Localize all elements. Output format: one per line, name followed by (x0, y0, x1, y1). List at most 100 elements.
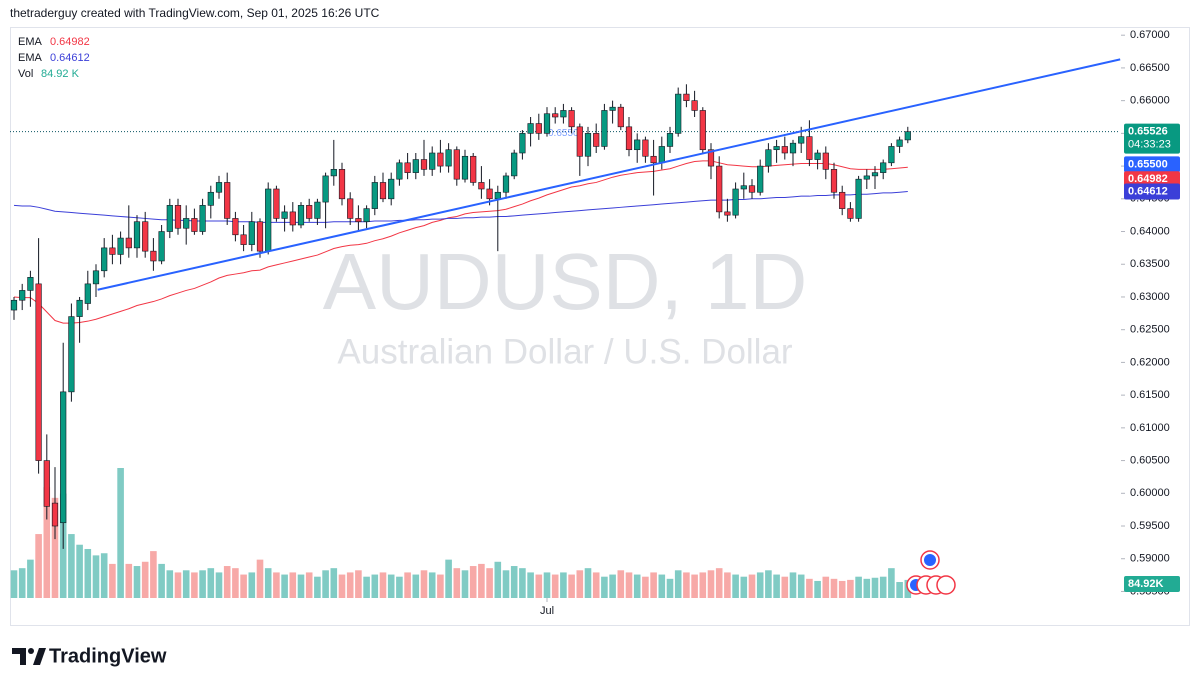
volume-bar (428, 572, 436, 598)
volume-bar (527, 572, 534, 598)
volume-bar (683, 572, 690, 598)
volume-bar (453, 568, 461, 598)
legend-name: EMA (18, 52, 43, 64)
candle-body (773, 146, 780, 151)
volume-bar (125, 563, 133, 598)
candle-body (527, 123, 534, 134)
candle-body (199, 205, 206, 232)
axis-label-text: 0.64612 (1128, 185, 1168, 197)
candle-body (511, 152, 518, 177)
volume-bar (650, 572, 657, 598)
candle-body (519, 133, 526, 154)
volume-bar (674, 570, 682, 598)
volume-bar (838, 580, 846, 598)
volume-bar (355, 570, 362, 598)
candle-body (839, 191, 846, 209)
volume-bar (51, 497, 59, 598)
candle-body (896, 139, 903, 147)
candle-body (576, 126, 583, 157)
candle-body (863, 175, 870, 180)
candle-body (470, 155, 477, 183)
candle-body (888, 146, 895, 164)
volume-bar (478, 563, 485, 598)
volume-bar (264, 568, 272, 598)
watermark-symbol: AUDUSD, 1D (323, 237, 808, 326)
volume-bar (543, 572, 551, 598)
volume-bar (166, 570, 174, 598)
y-tick-label: 0.59500 (1130, 520, 1170, 532)
candle-body (27, 277, 34, 291)
y-tick-label: 0.61500 (1130, 389, 1170, 401)
volume-bar (740, 576, 748, 598)
candle-body (478, 182, 485, 190)
axis-label-text: 84.92K (1128, 578, 1164, 590)
volume-bar (617, 570, 625, 598)
x-tick-label: Jul (540, 605, 554, 617)
candle-body (215, 182, 223, 193)
legend-value: 0.64612 (50, 52, 90, 64)
volume-bar (10, 570, 18, 598)
axis-label-box (1124, 123, 1180, 154)
watermark-description: Australian Dollar / U.S. Dollar (337, 332, 792, 371)
candle-body (675, 93, 682, 134)
candle-body (748, 185, 756, 193)
volume-bar (215, 572, 223, 598)
volume-bar (888, 568, 895, 598)
volume-bar (420, 570, 428, 598)
volume-bar (601, 576, 608, 598)
candle-body (347, 198, 354, 219)
axis-label-text: 0.65500 (1128, 158, 1168, 170)
volume-bar (191, 572, 198, 598)
volume-bar (404, 572, 411, 598)
volume-bar (822, 576, 830, 598)
candle-body (486, 188, 493, 200)
candle-body (732, 188, 739, 216)
candle-body (445, 149, 452, 167)
y-tick-label: 0.63000 (1130, 291, 1170, 303)
legend-value: 84.92 K (41, 68, 80, 80)
volume-bar (863, 578, 871, 598)
candle-body (461, 155, 469, 180)
candle-body (191, 218, 198, 232)
candle-body (117, 237, 124, 255)
candle-body (281, 211, 288, 219)
volume-bar (281, 574, 288, 598)
candle-body (265, 188, 272, 252)
candle-body (584, 133, 592, 157)
volume-bar (633, 574, 641, 598)
volume-bar (879, 576, 887, 598)
candle-body (207, 191, 214, 206)
volume-bar (182, 570, 190, 598)
candle-body (388, 178, 395, 200)
candle-body (535, 123, 542, 134)
volume-bar (469, 566, 477, 598)
candle-body (880, 162, 887, 173)
volume-bar (658, 574, 666, 598)
y-tick-label: 0.64000 (1130, 225, 1170, 237)
volume-bar (666, 578, 674, 598)
candle-body (125, 237, 132, 249)
candle-body (330, 169, 337, 177)
candle-body (494, 191, 501, 200)
volume-bar (855, 576, 862, 598)
volume-bar (847, 579, 854, 598)
volume-bar (248, 572, 256, 598)
axis-label: 0.64612 (1124, 183, 1180, 200)
candle-body (371, 182, 378, 209)
volume-bar (568, 574, 575, 598)
volume-bar (576, 570, 584, 598)
volume-bar (305, 572, 313, 598)
volume-bar (18, 568, 26, 598)
candle-body (240, 234, 247, 245)
logo: TradingView (12, 645, 167, 667)
volume-bar (642, 576, 649, 598)
candle-body (757, 165, 764, 193)
candle-body (625, 126, 633, 151)
volume-bar (715, 568, 723, 598)
candle-body (51, 502, 59, 527)
volume-bar (461, 570, 469, 598)
volume-bar (379, 572, 387, 598)
y-tick-label: 0.62000 (1130, 356, 1170, 368)
candle-body (306, 205, 313, 219)
candle-body (642, 139, 649, 157)
